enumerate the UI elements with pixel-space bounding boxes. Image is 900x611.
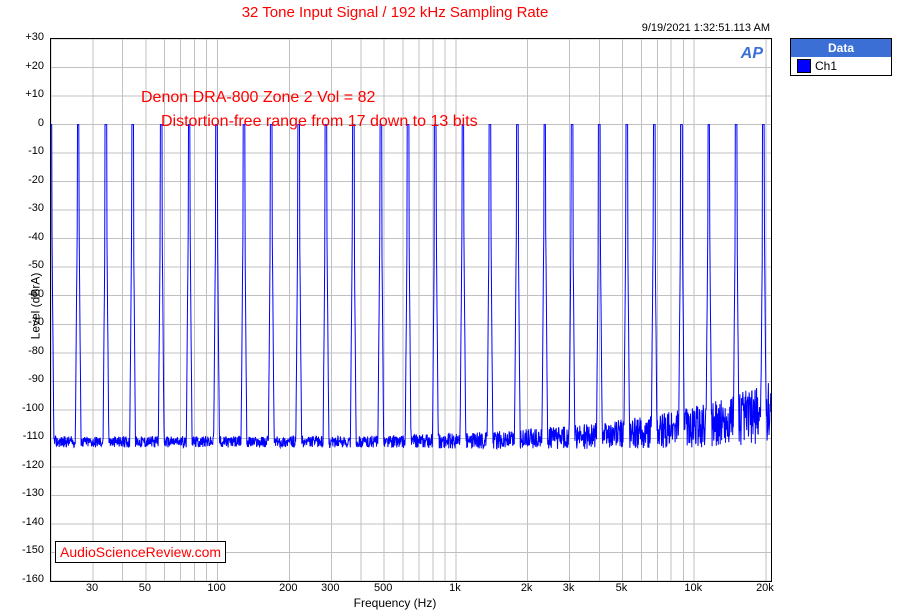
y-tick-label: -30	[14, 202, 44, 214]
x-tick-label: 10k	[681, 582, 705, 594]
legend-swatch	[797, 59, 811, 73]
x-tick-label: 50	[133, 582, 157, 594]
annotation-device: Denon DRA-800 Zone 2 Vol = 82	[141, 89, 375, 107]
x-axis-label: Frequency (Hz)	[0, 596, 790, 610]
y-tick-label: +10	[14, 88, 44, 100]
y-tick-label: -160	[14, 573, 44, 585]
y-tick-label: -100	[14, 402, 44, 414]
y-tick-label: +20	[14, 60, 44, 72]
y-tick-label: -40	[14, 231, 44, 243]
x-tick-label: 500	[371, 582, 395, 594]
x-tick-label: 30	[80, 582, 104, 594]
y-tick-label: -90	[14, 373, 44, 385]
x-tick-label: 300	[318, 582, 342, 594]
y-tick-label: -80	[14, 345, 44, 357]
x-tick-label: 2k	[515, 582, 539, 594]
legend-header: Data	[791, 39, 891, 57]
y-tick-label: -20	[14, 174, 44, 186]
x-tick-label: 200	[276, 582, 300, 594]
ap-logo: AP	[741, 45, 763, 63]
legend-item-ch1: Ch1	[791, 57, 891, 75]
page: 32 Tone Input Signal / 192 kHz Sampling …	[0, 0, 900, 611]
y-tick-label: +30	[14, 31, 44, 43]
x-tick-label: 1k	[443, 582, 467, 594]
y-tick-label: -50	[14, 259, 44, 271]
watermark-asr: AudioScienceReview.com	[55, 541, 226, 563]
y-tick-label: -10	[14, 145, 44, 157]
timestamp: 9/19/2021 1:32:51.113 AM	[642, 22, 770, 34]
y-tick-label: -110	[14, 430, 44, 442]
chart-title: 32 Tone Input Signal / 192 kHz Sampling …	[0, 4, 790, 21]
y-tick-label: -130	[14, 487, 44, 499]
x-tick-label: 5k	[609, 582, 633, 594]
y-tick-label: -140	[14, 516, 44, 528]
x-tick-label: 100	[205, 582, 229, 594]
y-tick-label: -150	[14, 544, 44, 556]
y-tick-label: 0	[14, 117, 44, 129]
chart-area: Denon DRA-800 Zone 2 Vol = 82 Distortion…	[50, 38, 772, 582]
y-axis-label: Level (dBrA)	[28, 272, 42, 339]
legend-label: Ch1	[815, 59, 837, 73]
annotation-distortion: Distortion-free range from 17 down to 13…	[161, 113, 478, 131]
y-tick-label: -120	[14, 459, 44, 471]
x-tick-label: 3k	[557, 582, 581, 594]
legend: Data Ch1	[790, 38, 892, 76]
x-tick-label: 20k	[753, 582, 777, 594]
